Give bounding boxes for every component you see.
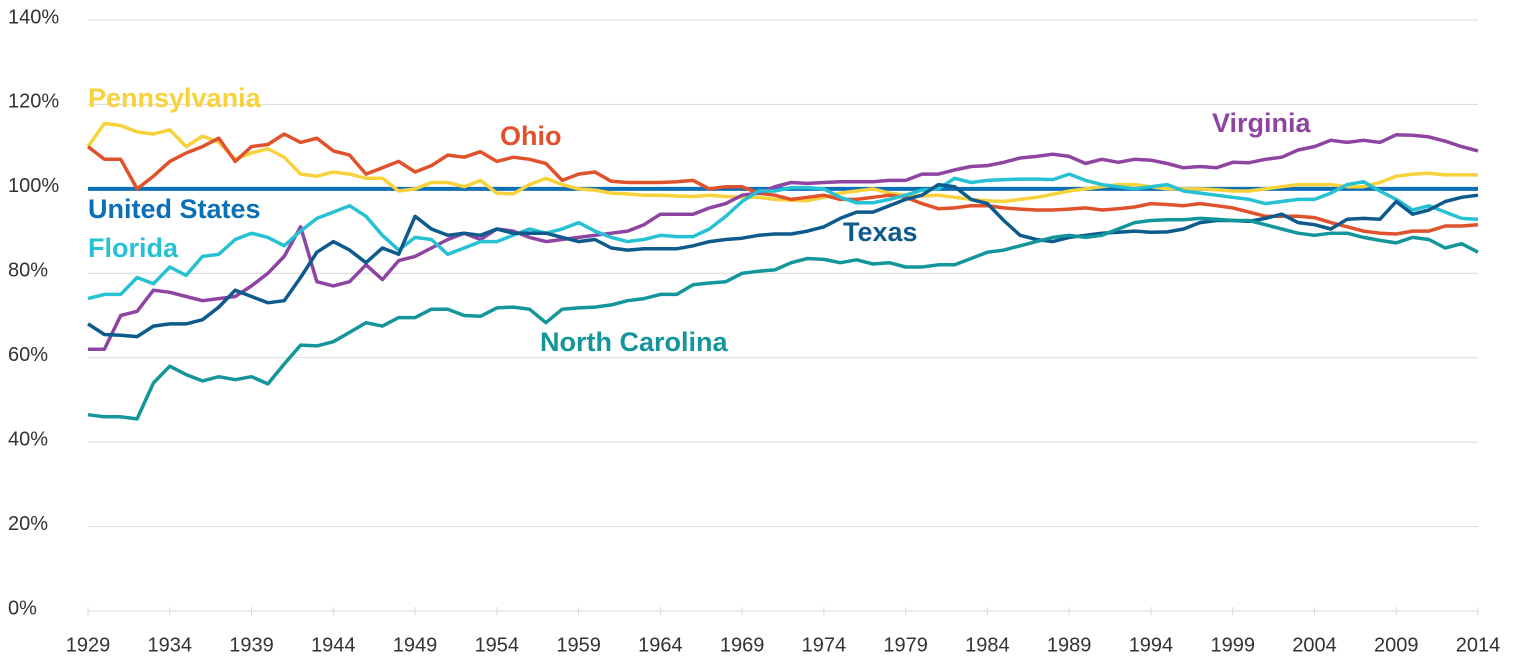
series-line	[88, 133, 1479, 352]
series-line	[87, 172, 1479, 301]
x-tick-label: 1944	[311, 634, 356, 656]
x-tick-label: 2004	[1292, 634, 1337, 656]
x-tick-label: 1964	[638, 634, 683, 656]
series-line	[86, 132, 1479, 236]
x-tick-label: 1929	[66, 634, 111, 656]
series-label: Florida	[88, 233, 179, 263]
y-tick-label: 100%	[8, 175, 59, 197]
x-tick-label: 1939	[229, 634, 274, 656]
y-tick-label: 40%	[8, 428, 48, 450]
x-tick-label: 1999	[1210, 634, 1255, 656]
series-label: Ohio	[500, 121, 562, 151]
series-line	[87, 216, 1479, 421]
x-tick-label: 1984	[965, 634, 1010, 656]
x-tick-label: 2009	[1374, 634, 1419, 656]
series-label: Texas	[843, 217, 918, 247]
x-tick-label: 1974	[802, 634, 847, 656]
y-tick-label: 60%	[8, 344, 48, 366]
x-tick-label: 1934	[148, 634, 193, 656]
series-line	[86, 121, 1478, 204]
series-label: Pennsylvania	[88, 83, 262, 113]
x-tick-label: 1949	[393, 634, 438, 656]
series-label: Virginia	[1212, 108, 1312, 138]
y-tick-label: 0%	[8, 597, 37, 619]
x-tick-label: 1969	[720, 634, 765, 656]
y-tick-label: 80%	[8, 260, 48, 282]
x-tick-label: 1989	[1047, 634, 1092, 656]
x-tick-label: 1994	[1129, 634, 1174, 656]
x-tick-label: 2014	[1456, 634, 1501, 656]
x-tick-label: 1959	[556, 634, 601, 656]
x-tick-label: 1979	[883, 634, 928, 656]
series-label: United States	[88, 194, 261, 224]
series-line	[87, 182, 1479, 339]
series-label: North Carolina	[540, 327, 728, 357]
y-tick-label: 120%	[8, 91, 59, 113]
y-tick-label: 140%	[8, 6, 59, 28]
x-tick-label: 1954	[475, 634, 520, 656]
y-tick-label: 20%	[8, 513, 48, 535]
